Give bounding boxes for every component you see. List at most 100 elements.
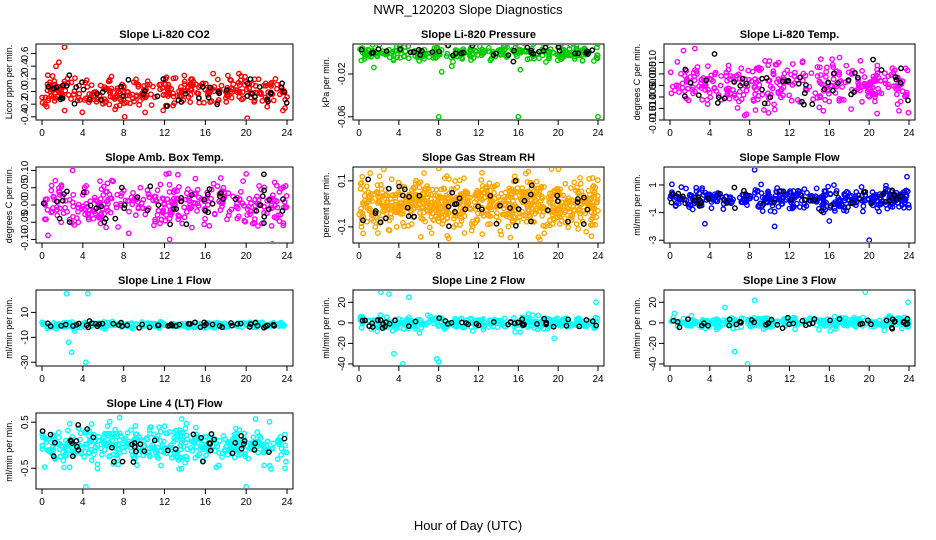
data-point xyxy=(101,86,107,93)
data-point xyxy=(497,317,504,324)
data-point xyxy=(401,184,408,190)
data-point xyxy=(797,74,803,81)
data-point xyxy=(751,84,758,91)
data-point xyxy=(827,327,834,334)
data-point xyxy=(872,91,879,98)
data-point xyxy=(478,52,485,59)
data-point xyxy=(550,215,557,222)
data-point xyxy=(397,46,404,53)
data-point xyxy=(235,79,242,86)
data-point xyxy=(590,182,597,189)
data-point xyxy=(143,435,150,441)
data-point xyxy=(511,47,517,54)
data-point xyxy=(125,230,132,237)
data-point xyxy=(736,88,743,95)
data-point xyxy=(159,85,166,91)
y-tick-label: -30 xyxy=(20,355,31,370)
data-point xyxy=(263,442,270,449)
data-point xyxy=(244,80,251,87)
x-tick-label: 20 xyxy=(553,128,565,139)
data-point xyxy=(469,327,476,334)
data-point xyxy=(388,205,395,211)
data-point xyxy=(252,416,259,422)
data-point xyxy=(39,319,45,326)
data-point xyxy=(191,191,198,198)
data-point xyxy=(691,200,697,207)
data-point xyxy=(162,217,169,224)
data-point xyxy=(717,190,723,197)
y-tick-label: -0.2 xyxy=(20,95,31,113)
data-point xyxy=(594,177,601,184)
data-point xyxy=(752,107,759,114)
data-point xyxy=(61,45,68,51)
data-point xyxy=(204,191,211,198)
data-point xyxy=(405,323,412,329)
data-point xyxy=(188,87,195,93)
y-tick-label: -40 xyxy=(648,356,659,371)
data-point xyxy=(558,319,564,326)
data-point xyxy=(199,458,206,465)
data-point xyxy=(65,339,72,346)
data-point xyxy=(367,190,374,197)
data-point xyxy=(720,317,727,323)
panel-title: Slope Amb. Box Temp. xyxy=(105,152,224,164)
data-point xyxy=(459,55,466,62)
data-point xyxy=(744,202,750,209)
data-point xyxy=(530,45,537,47)
data-point xyxy=(160,76,167,82)
data-point xyxy=(367,170,373,177)
data-point xyxy=(875,85,881,92)
data-point xyxy=(861,74,868,80)
data-point xyxy=(383,48,390,54)
data-point xyxy=(244,115,251,119)
data-point xyxy=(122,435,129,442)
data-point xyxy=(715,92,722,98)
data-point xyxy=(859,98,865,105)
data-point xyxy=(734,105,741,111)
data-point xyxy=(688,312,695,319)
data-point xyxy=(784,67,791,74)
data-point xyxy=(171,438,177,445)
data-point xyxy=(472,192,478,199)
data-point xyxy=(159,195,166,202)
data-point xyxy=(121,84,127,91)
data-point xyxy=(862,188,869,195)
data-point xyxy=(585,198,592,205)
data-point xyxy=(737,82,744,89)
data-point xyxy=(786,92,792,99)
data-point xyxy=(167,221,174,228)
data-point xyxy=(584,206,591,213)
data-point xyxy=(469,51,476,58)
data-point xyxy=(164,86,171,93)
data-point xyxy=(812,193,819,200)
data-point xyxy=(878,67,885,73)
data-point xyxy=(44,206,51,213)
data-point xyxy=(221,189,228,196)
x-tick-label: 20 xyxy=(864,374,876,385)
data-point xyxy=(175,183,182,190)
data-point xyxy=(164,103,170,110)
data-point xyxy=(408,187,415,193)
data-point xyxy=(401,45,408,50)
points-layer xyxy=(667,168,912,242)
data-point xyxy=(903,89,910,96)
data-point xyxy=(216,193,223,200)
data-point xyxy=(372,208,379,214)
data-point xyxy=(669,190,676,197)
data-point xyxy=(377,219,384,226)
data-point xyxy=(903,187,910,194)
data-point xyxy=(771,208,778,215)
data-point xyxy=(896,203,902,210)
data-point xyxy=(725,67,732,73)
data-point xyxy=(94,90,100,97)
data-point xyxy=(150,431,157,438)
x-tick-label: 12 xyxy=(473,251,485,262)
y-tick-label: 20 xyxy=(337,296,348,308)
x-tick-label: 0 xyxy=(667,128,673,139)
x-tick-label: 4 xyxy=(707,251,713,262)
x-tick-label: 24 xyxy=(903,374,915,385)
data-point xyxy=(767,195,773,202)
data-point xyxy=(188,224,195,231)
data-point xyxy=(831,205,838,212)
data-point xyxy=(508,208,514,214)
